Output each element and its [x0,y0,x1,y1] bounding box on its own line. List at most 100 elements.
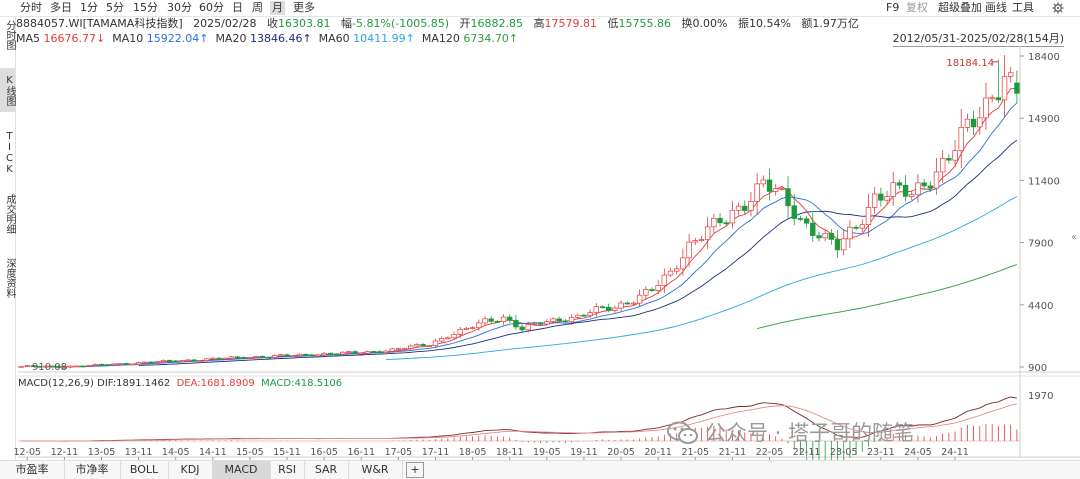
period-tab-multiday[interactable]: 多日 [50,1,72,14]
nav-depth-data[interactable]: 深度资料 [4,258,15,298]
candle [822,228,828,242]
candle [111,363,117,366]
candle-body [222,357,228,360]
candle [154,360,160,364]
gear-icon[interactable] [1052,2,1064,14]
candle [568,314,575,326]
candle-body [377,351,383,353]
candle [191,358,197,362]
candle [389,347,395,353]
nav-tick[interactable]: TICK [4,131,15,175]
overlay-button[interactable]: 超级叠加 [938,1,982,14]
low-annotation: 910.08 [32,362,67,373]
candle [587,309,593,318]
nav-intraday[interactable]: 分时图 [4,20,15,50]
candle [296,353,303,357]
candle-body [197,360,204,362]
period-tab-week[interactable]: 周 [252,1,263,14]
period-tab-month[interactable]: 月 [270,1,285,15]
candle [370,350,377,353]
period-tab-day[interactable]: 日 [232,1,243,14]
candle-body [575,314,581,318]
candle [643,286,649,300]
tab-pe[interactable]: 市盈率 [0,461,65,479]
candle-body [389,348,395,352]
nav-kline[interactable]: K线图 [0,68,15,112]
candle-body [451,334,457,339]
candle [902,175,909,202]
time-tick-label: 23-05 [830,447,858,458]
period-tab-30min[interactable]: 30分 [167,1,192,14]
candle [723,219,729,226]
candle-body [531,323,538,325]
candle [544,319,550,326]
period-tab-more[interactable]: 更多 [293,1,315,14]
candle [983,82,989,130]
low-value: 15755.86 [618,17,672,30]
candle [618,300,624,312]
tab-wr[interactable]: W&R [348,461,403,479]
candle-body [395,348,402,351]
time-tick-label: 13-11 [125,447,153,458]
candle-body [803,218,810,224]
draw-line-button[interactable]: 画线 [985,1,1007,14]
date-range[interactable]: 2012/05/31-2025/02/28(154月) [892,32,1064,47]
kline-chart[interactable]: 18400 14900 11400 7900 4400 900 1970 12-05 12-1… [0,0,1080,460]
candle-body [259,356,266,358]
macd-panel [18,396,1020,460]
high-value: 17579.81 [544,17,598,30]
candle-body [1008,72,1014,77]
candle [927,181,934,193]
tab-boll[interactable]: BOLL [120,461,169,479]
candle [383,349,389,354]
tab-macd[interactable]: MACD [212,461,271,479]
candle-body [698,239,705,241]
adjust-button[interactable]: 复权 [906,1,928,14]
candle [717,213,723,227]
time-tick-label: 23-11 [867,447,895,458]
candle-body [364,351,371,354]
candle-body [284,354,290,357]
candle [67,365,74,369]
candle-body [463,328,470,330]
candle-body [309,354,315,357]
candle [742,200,748,216]
ma60-label: MA60 [318,32,350,45]
add-tab-button[interactable]: + [406,462,424,478]
price-axis: 18400 14900 11400 7900 4400 900 1970 [1020,52,1060,402]
candle [507,314,513,324]
candle-body [55,365,61,368]
candle [43,365,49,368]
period-tab-5min[interactable]: 5分 [106,1,124,14]
candle [420,342,426,347]
tab-pb[interactable]: 市净率 [64,461,121,479]
period-tab-1min[interactable]: 1分 [80,1,98,14]
candle [426,344,433,347]
candle [760,175,767,188]
candle [686,233,692,267]
candle [581,313,587,317]
candle [148,361,154,364]
candle-body [865,207,872,225]
tab-sar[interactable]: SAR [304,461,349,479]
f9-button[interactable]: F9 [886,1,900,14]
period-tab-15min[interactable]: 15分 [133,1,158,14]
period-tab-60min[interactable]: 60分 [199,1,224,14]
tab-kdj[interactable]: KDJ [168,461,213,479]
time-tick-label: 14-05 [162,447,190,458]
candle-body [401,348,408,350]
candle-body [383,350,389,353]
dea-line [21,403,1017,442]
tab-rsi[interactable]: RSI [270,461,305,479]
candle [259,355,266,358]
candle-body [265,356,272,359]
tools-button[interactable]: 工具 [1012,1,1034,14]
period-tab-intraday[interactable]: 分时 [20,1,42,14]
collapse-arrow-icon[interactable]: « [1071,232,1078,243]
time-axis: 12-05 12-11 13-05 13-11 14-05 14-11 15-05 15-11… [13,447,969,460]
candle [779,186,785,191]
time-tick-label: 21-11 [719,447,747,458]
candle [321,352,327,356]
nav-trade-detail[interactable]: 成交明细 [4,194,15,234]
candle-body [791,205,797,219]
